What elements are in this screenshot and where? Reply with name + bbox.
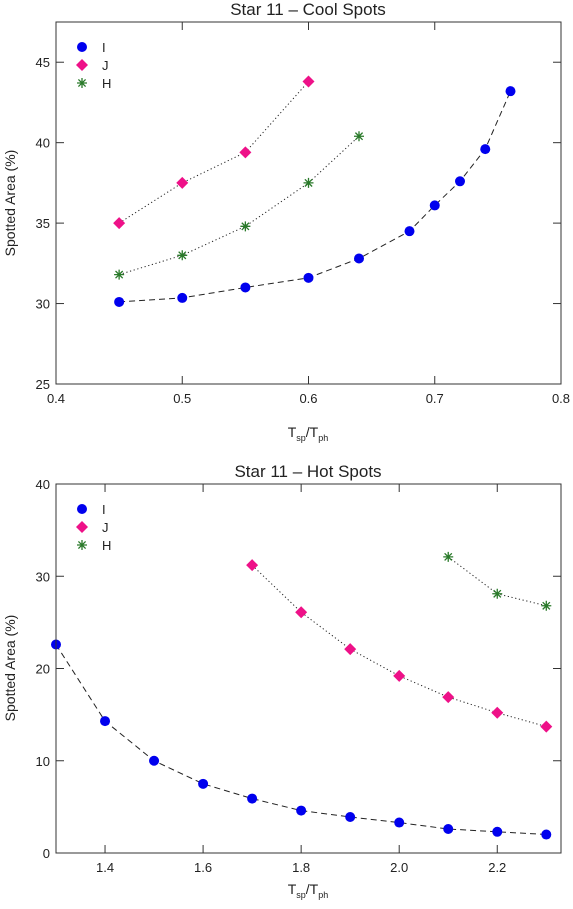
y-tick-label: 10 [36, 754, 50, 769]
series-j-point [246, 559, 259, 572]
legend-j-marker [76, 59, 88, 71]
x-axis-label: Tsp/Tph [288, 424, 329, 443]
x-label-separator: /T [306, 881, 319, 897]
y-tick-label: 30 [36, 569, 50, 584]
series-h-point [177, 250, 188, 261]
chart-title: Star 11 – Hot Spots [234, 462, 381, 481]
series-j-point [491, 706, 504, 719]
cool-spots-panel: Star 11 – Cool Spots 0.4 0.5 0.6 0.7 0.8 25 30… [2, 0, 570, 443]
series-j-line [251, 564, 547, 728]
x-label-sub-ph: ph [318, 433, 328, 443]
legend-i-label: I [102, 502, 106, 517]
y-axis-label: Spotted Area (%) [2, 150, 18, 257]
x-tick-label: 0.5 [173, 391, 191, 406]
series-i-point [455, 176, 465, 187]
plot-frame [55, 483, 562, 854]
series-i-point [240, 282, 251, 293]
series-i-line [55, 644, 547, 835]
series-i-point [296, 805, 307, 816]
series-i-point [247, 793, 258, 804]
series-h-line [118, 135, 360, 276]
chart-title: Star 11 – Cool Spots [230, 0, 386, 19]
x-tick-label: 0.4 [47, 391, 65, 406]
legend: IJH [76, 502, 111, 553]
series-h-point [303, 177, 314, 188]
series-j-point [302, 75, 315, 88]
series-i-point [404, 226, 415, 237]
y-axis-label: Spotted Area (%) [2, 615, 18, 722]
series-h-point [541, 600, 552, 611]
x-tick-label: 1.8 [292, 860, 310, 875]
y-tick-label: 35 [36, 216, 50, 231]
series-i-point [100, 716, 111, 727]
series-j-line [118, 81, 309, 224]
y-tick-label: 40 [36, 136, 50, 151]
legend-h-label: H [102, 76, 111, 91]
y-tick-label: 25 [36, 377, 50, 392]
series-h-point [492, 588, 503, 599]
series-h-point [443, 551, 454, 562]
series-i-point [354, 253, 364, 264]
series-i-point [345, 812, 356, 823]
series-i-point [443, 824, 454, 835]
x-axis-label: Tsp/Tph [288, 881, 329, 900]
x-tick-label: 0.7 [426, 391, 444, 406]
x-label-sub-ph: ph [318, 890, 328, 900]
hot-spots-panel: Star 11 – Hot Spots 1.4 1.6 1.8 2.0 2.2 0 10 20… [2, 462, 562, 900]
series-j-point [393, 669, 406, 682]
legend-j-label: J [102, 58, 109, 73]
series-j-point [295, 606, 308, 619]
x-tick-label: 0.8 [552, 391, 570, 406]
x-tick-label: 2.2 [488, 860, 506, 875]
series-i-point [492, 826, 503, 837]
series-j-point [344, 643, 357, 656]
y-tick-label: 30 [36, 297, 50, 312]
x-label-sub-sp: sp [296, 890, 306, 900]
series-i-point [429, 200, 440, 211]
legend-h-label: H [102, 538, 111, 553]
series-h-point [240, 221, 251, 232]
x-tick-label: 1.6 [194, 860, 212, 875]
y-tick-label: 45 [36, 55, 50, 70]
series-i-point [541, 829, 552, 840]
x-tick-label: 1.4 [96, 860, 114, 875]
x-label-base: T [288, 424, 297, 440]
series-i-point [303, 272, 314, 283]
x-label-separator: /T [306, 424, 319, 440]
x-tick-label: 2.0 [390, 860, 408, 875]
y-tick-label: 20 [36, 662, 50, 677]
series-j-point [442, 691, 455, 704]
series-i-point [177, 292, 188, 303]
series-i-point [198, 778, 209, 789]
series-h-point [114, 269, 125, 280]
y-tick-label: 40 [36, 477, 50, 492]
series-i-point [394, 817, 405, 828]
series-i-point [149, 755, 160, 766]
x-label-sub-sp: sp [296, 433, 306, 443]
legend-i-marker [77, 42, 87, 52]
legend-i-label: I [102, 40, 106, 55]
legend-j-marker [76, 521, 88, 533]
series-i-point [114, 296, 125, 307]
series-i-point [505, 86, 516, 97]
series-j-point [239, 146, 252, 159]
series-h-point [354, 131, 364, 142]
series-i-point [480, 144, 491, 155]
series-j-point [176, 176, 189, 189]
legend: IJH [76, 40, 111, 91]
series-j-point [540, 720, 553, 733]
series-j-point [113, 217, 126, 230]
series-i-line [119, 90, 511, 303]
legend-h-marker [77, 78, 87, 88]
y-tick-label: 0 [43, 846, 50, 861]
legend-h-marker [77, 540, 87, 550]
x-label-base: T [288, 881, 297, 897]
x-tick-label: 0.6 [299, 391, 317, 406]
legend-i-marker [77, 504, 87, 514]
legend-j-label: J [102, 520, 109, 535]
